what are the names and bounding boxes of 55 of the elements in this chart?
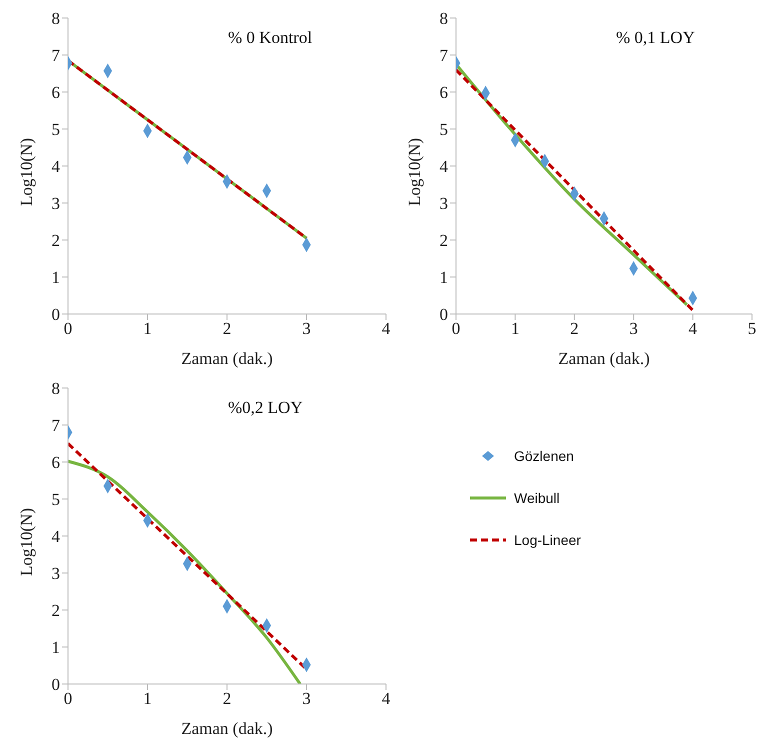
y-tick-label: 3 — [52, 194, 60, 214]
y-tick-label: 2 — [52, 231, 60, 250]
x-tick-label: 1 — [143, 689, 152, 708]
y-tick-label: 0 — [440, 305, 448, 324]
y-tick-label: 5 — [440, 120, 448, 140]
y-tick-label: 8 — [52, 379, 60, 398]
x-tick-label: 4 — [382, 689, 391, 708]
x-tick-label: 3 — [302, 689, 311, 708]
y-tick-label: 1 — [52, 268, 60, 288]
y-tick-label: 5 — [52, 120, 60, 140]
y-tick-label: 6 — [52, 83, 60, 102]
text: % 0 Kontrol — [228, 28, 312, 48]
y-tick-label: 2 — [440, 231, 448, 250]
y-tick-label: 8 — [440, 9, 448, 28]
x-tick-label: 3 — [302, 319, 311, 338]
y-tick-label: 7 — [52, 46, 60, 66]
legend-label: Gözlenen — [514, 448, 574, 464]
legend-label: Weibull — [514, 490, 560, 506]
y-tick-label: 2 — [52, 601, 60, 620]
y-tick-label: 1 — [440, 268, 448, 288]
y-tick-label: 5 — [52, 490, 60, 510]
text: % 0,1 LOY — [616, 28, 695, 48]
x-axis-title: Zaman (dak.) — [181, 719, 273, 738]
x-tick-label: 4 — [688, 319, 698, 338]
y-tick-label: 0 — [52, 675, 60, 694]
y-tick-label: 4 — [52, 527, 60, 546]
y-tick-label: 6 — [52, 453, 60, 472]
x-axis-title: Zaman (dak.) — [558, 349, 650, 368]
x-tick-label: 2 — [570, 319, 579, 338]
y-tick-label: 1 — [52, 638, 60, 658]
y-tick-label: 8 — [52, 9, 60, 28]
y-tick-label: 4 — [52, 157, 60, 176]
x-tick-label: 0 — [452, 319, 460, 338]
x-tick-label: 4 — [382, 319, 391, 338]
x-tick-label: 1 — [510, 319, 520, 338]
y-axis-title: Log10(N) — [405, 138, 424, 206]
y-tick-label: 3 — [52, 564, 60, 584]
y-tick-label: 4 — [440, 157, 448, 176]
y-tick-label: 7 — [440, 46, 448, 66]
x-tick-label: 5 — [748, 319, 756, 338]
x-tick-label: 2 — [222, 689, 232, 708]
y-axis-title: Log10(N) — [17, 138, 36, 206]
x-tick-label: 3 — [629, 319, 638, 338]
x-tick-label: 0 — [64, 319, 72, 338]
y-tick-label: 0 — [52, 305, 60, 324]
x-tick-label: 1 — [143, 319, 152, 338]
legend-label: Log-Lineer — [514, 532, 581, 548]
x-tick-label: 0 — [64, 689, 72, 708]
text: %0,2 LOY — [228, 398, 303, 418]
y-tick-label: 7 — [52, 416, 60, 436]
y-tick-label: 3 — [440, 194, 448, 214]
x-tick-label: 2 — [222, 319, 232, 338]
y-axis-title: Log10(N) — [17, 508, 36, 576]
y-tick-label: 6 — [440, 83, 448, 102]
x-axis-title: Zaman (dak.) — [181, 349, 273, 368]
